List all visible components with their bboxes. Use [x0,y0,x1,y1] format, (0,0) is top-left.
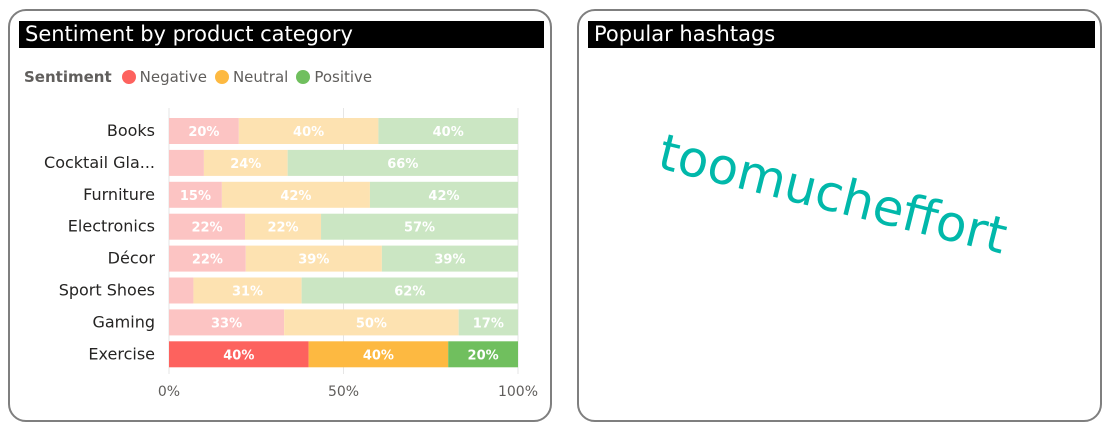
data-label: 17% [473,316,504,331]
category-label: Electronics [68,217,155,236]
data-label: 22% [267,221,298,236]
neutral-swatch-icon [214,70,229,84]
data-label: 57% [404,221,435,236]
bar-segment-positive[interactable] [287,149,518,176]
sentiment-bar-chart: Books 20% 40% 40% Cocktail Gla... 24% 66% Furni… [44,108,538,400]
data-label: 62% [394,285,425,300]
data-label: 33% [211,316,242,331]
bar-segment-negative[interactable] [169,341,309,368]
data-label: 39% [298,253,329,268]
category-label: Gaming [92,312,155,331]
legend-label-positive: Positive [314,68,373,86]
bar-segment-neutral[interactable] [284,309,459,336]
data-label: 20% [188,125,219,140]
data-label: 42% [280,189,311,204]
x-tick-label: 100% [498,384,538,400]
bar-segment-negative[interactable] [169,277,194,304]
bar-segment-neutral[interactable] [245,213,322,240]
bar-segment-neutral[interactable] [193,277,302,304]
category-label: Cocktail Gla... [44,153,155,172]
data-label: 42% [428,189,459,204]
category-label: Furniture [83,185,155,204]
data-label: 39% [434,253,465,268]
bar-segment-positive[interactable] [378,118,518,144]
positive-swatch-icon [296,70,311,84]
legend-title: Sentiment [24,68,112,86]
legend-label-neutral: Neutral [232,68,289,86]
data-label: 66% [387,157,418,172]
bar-segment-negative[interactable] [169,149,204,176]
category-label: Exercise [88,344,155,363]
data-label: 40% [293,125,324,140]
category-label: Books [107,121,155,140]
x-tick-label: 50% [328,384,359,400]
data-label: 24% [230,157,261,172]
bar-segment-neutral[interactable] [245,245,382,272]
data-label: 22% [192,253,223,268]
data-label: 40% [363,348,394,363]
bar-segment-positive[interactable] [448,341,518,368]
chart-legend: Sentiment Negative Neutral Positive [24,66,380,88]
data-label: 22% [191,221,222,236]
bar-segment-neutral[interactable] [308,341,449,368]
data-label: 31% [232,285,263,300]
bar-segment-positive[interactable] [381,245,518,272]
bar-segment-negative[interactable] [169,309,285,336]
bar-segment-neutral[interactable] [238,118,379,144]
data-label: 40% [223,348,254,363]
hashtags-panel-title: Popular hashtags [588,21,1095,48]
bar-segment-negative[interactable] [169,245,246,272]
bar-segment-positive[interactable] [301,277,518,304]
bar-segment-negative[interactable] [169,181,222,208]
legend-label-negative: Negative [139,68,207,86]
hashtags-panel: Popular hashtags [577,9,1102,422]
sentiment-panel-title: Sentiment by product category [19,21,544,48]
x-tick-label: 0% [158,384,180,400]
category-label: Sport Shoes [59,281,155,300]
data-label: 40% [433,125,464,140]
data-label: 15% [180,189,211,204]
data-label: 20% [468,348,499,363]
bar-segment-neutral[interactable] [203,149,288,176]
category-label: Décor [108,249,156,268]
bar-segment-negative[interactable] [169,118,239,144]
negative-swatch-icon [121,70,136,84]
legend-item-neutral[interactable]: Neutral [214,68,289,86]
bar-segment-positive[interactable] [321,213,518,240]
bar-segment-negative[interactable] [169,213,246,240]
legend-item-positive[interactable]: Positive [296,68,372,86]
bar-segment-neutral[interactable] [221,181,370,208]
bar-segment-positive[interactable] [369,181,518,208]
legend-item-negative[interactable]: Negative [121,68,207,86]
data-label: 50% [356,316,387,331]
bar-segment-positive[interactable] [458,309,518,336]
